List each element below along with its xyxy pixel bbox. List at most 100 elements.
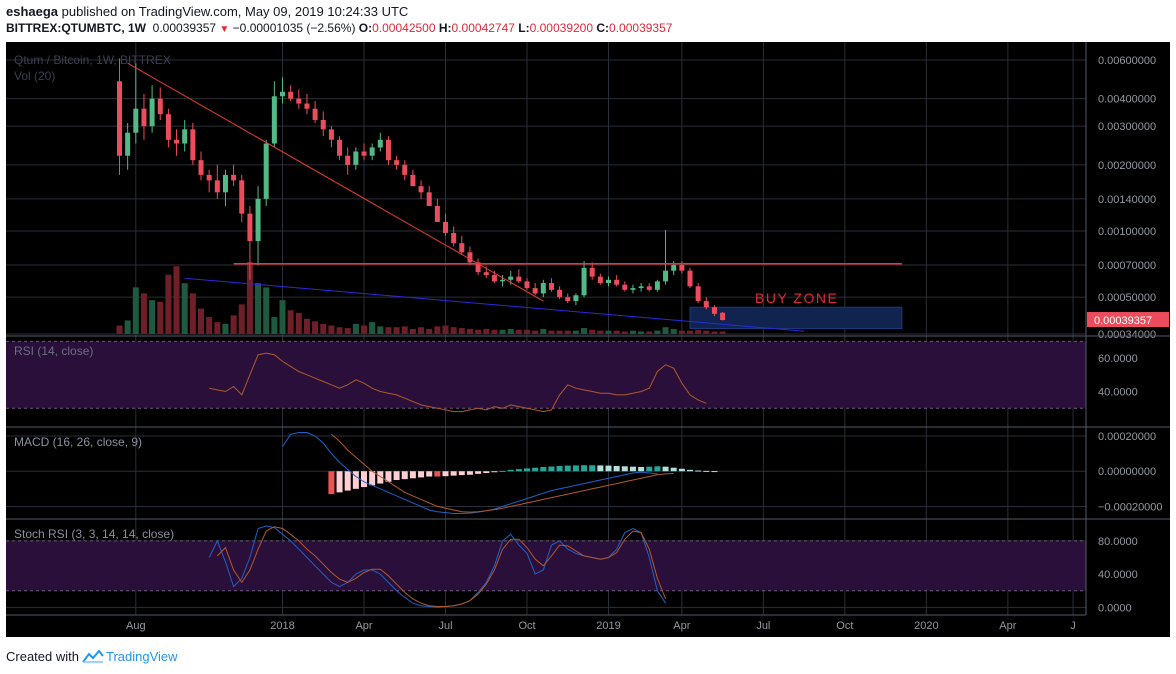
volume-bar (149, 300, 156, 334)
candle-body (385, 139, 391, 161)
x-tick-label: Apr (999, 620, 1016, 632)
volume-bar (703, 330, 710, 334)
macd-histogram-bar (409, 471, 416, 479)
macd-histogram-bar (605, 465, 612, 472)
macd-histogram-bar (434, 471, 441, 477)
volume-bar (483, 328, 490, 334)
macd-histogram-bar (638, 467, 645, 472)
candle-body (214, 180, 220, 193)
macd-histogram-bar (442, 471, 449, 477)
volume-bar (613, 330, 620, 334)
candle-body (377, 139, 383, 148)
candle-body (280, 91, 285, 97)
candle-body (720, 312, 726, 321)
published-text: published on TradingView.com, May 09, 20… (61, 4, 409, 19)
signal-line (331, 433, 674, 513)
candle-body (394, 160, 400, 165)
macd-histogram-bar (564, 465, 571, 472)
candle-body (174, 139, 180, 144)
macd-histogram-bar (450, 471, 457, 476)
candle-body (540, 283, 546, 294)
candle-body (524, 281, 530, 289)
x-tick-label: 2020 (914, 620, 938, 632)
macd-histogram-bar (426, 471, 433, 477)
candle-body (573, 295, 579, 302)
volume-bar (295, 312, 302, 334)
open-label: O: (358, 21, 373, 35)
candle-body (222, 174, 228, 193)
candle-body (296, 98, 302, 104)
chart-area[interactable]: BUY ZONE Aug 2018 Apr Jul Oct 2019 Apr Jul Oct 20… (6, 42, 1170, 637)
volume-bar (442, 325, 449, 334)
publish-info: eshaega published on TradingView.com, Ma… (6, 4, 408, 19)
candle-body (271, 96, 277, 144)
candle-body (703, 301, 709, 308)
symbol-label: BITTREX:QTUMBTC, 1W (6, 21, 146, 35)
macd-histogram-bar (662, 466, 669, 472)
volume-bar (206, 317, 213, 334)
volume-bar (401, 326, 408, 334)
volume-bar (564, 330, 571, 334)
x-tick-label: Jul (438, 620, 452, 632)
macd-histogram-bar (597, 465, 604, 472)
candle-body (198, 160, 204, 175)
volume-bar (532, 330, 539, 334)
buy-zone-label: BUY ZONE (755, 290, 838, 306)
macd-histogram-bar (540, 467, 547, 472)
volume-bar (369, 322, 376, 334)
candle-body (345, 155, 351, 165)
volume-bar (165, 274, 172, 334)
volume-bar (621, 331, 628, 334)
x-tick-label: Jul (756, 620, 770, 632)
macd-histogram-bar (695, 470, 702, 472)
candle-body (255, 198, 261, 242)
macd-histogram-bar (613, 465, 620, 472)
macd-histogram-bar (532, 467, 539, 472)
macd-histogram-bar (556, 465, 563, 472)
candle-body (426, 192, 432, 206)
volume-bar (491, 329, 498, 334)
candle-body (402, 164, 408, 175)
macd-histogram-bar (524, 468, 530, 472)
y-tick-label: 0.00020000 (1098, 431, 1156, 443)
macd-histogram-bar (711, 471, 718, 473)
macd-histogram-bar (401, 471, 408, 480)
volume-bar (450, 327, 457, 334)
y-tick-label: 40.0000 (1098, 387, 1138, 399)
macd-histogram-bar (385, 471, 392, 482)
macd-histogram-bar (466, 471, 473, 475)
volume-bar (255, 283, 262, 334)
macd-histogram-bar (491, 471, 498, 473)
candle-body (443, 221, 448, 233)
volume-bar (524, 329, 530, 334)
macd-histogram-bar (458, 471, 465, 476)
volume-bar (499, 329, 506, 334)
last-price-tag (1087, 312, 1169, 328)
macd-histogram-bar (572, 465, 579, 472)
volume-bar (393, 327, 400, 334)
open-value: 0.00042500 (372, 21, 436, 35)
candle-body (654, 281, 660, 290)
chart-svg[interactable]: BUY ZONE Aug 2018 Apr Jul Oct 2019 Apr Jul Oct 20… (6, 42, 1170, 637)
candle-body (516, 276, 522, 282)
volume-bar (556, 330, 563, 334)
volume-bar (385, 327, 392, 334)
candle-body (182, 129, 188, 144)
volume-bar (271, 317, 278, 334)
macd-histogram-bar (703, 470, 710, 472)
tradingview-link[interactable]: TradingView (105, 649, 178, 664)
y-tick-label: 0.00100000 (1098, 226, 1156, 238)
macd-histogram-bar (344, 471, 351, 491)
candle-body (483, 272, 489, 276)
author-name[interactable]: eshaega (6, 4, 59, 19)
last-price: 0.00039357 (152, 21, 217, 35)
created-with-text: Created with (6, 649, 79, 664)
down-triangle-icon: ▼ (219, 24, 230, 35)
candle-body (711, 307, 717, 314)
tradingview-logo-icon[interactable] (82, 648, 104, 666)
macd-histogram-bar (499, 470, 506, 472)
volume-bar (678, 330, 685, 334)
y-tick-label: 0.00600000 (1098, 55, 1156, 67)
y-tick-label: 60.0000 (1098, 353, 1138, 365)
macd-histogram-bar (336, 471, 343, 493)
